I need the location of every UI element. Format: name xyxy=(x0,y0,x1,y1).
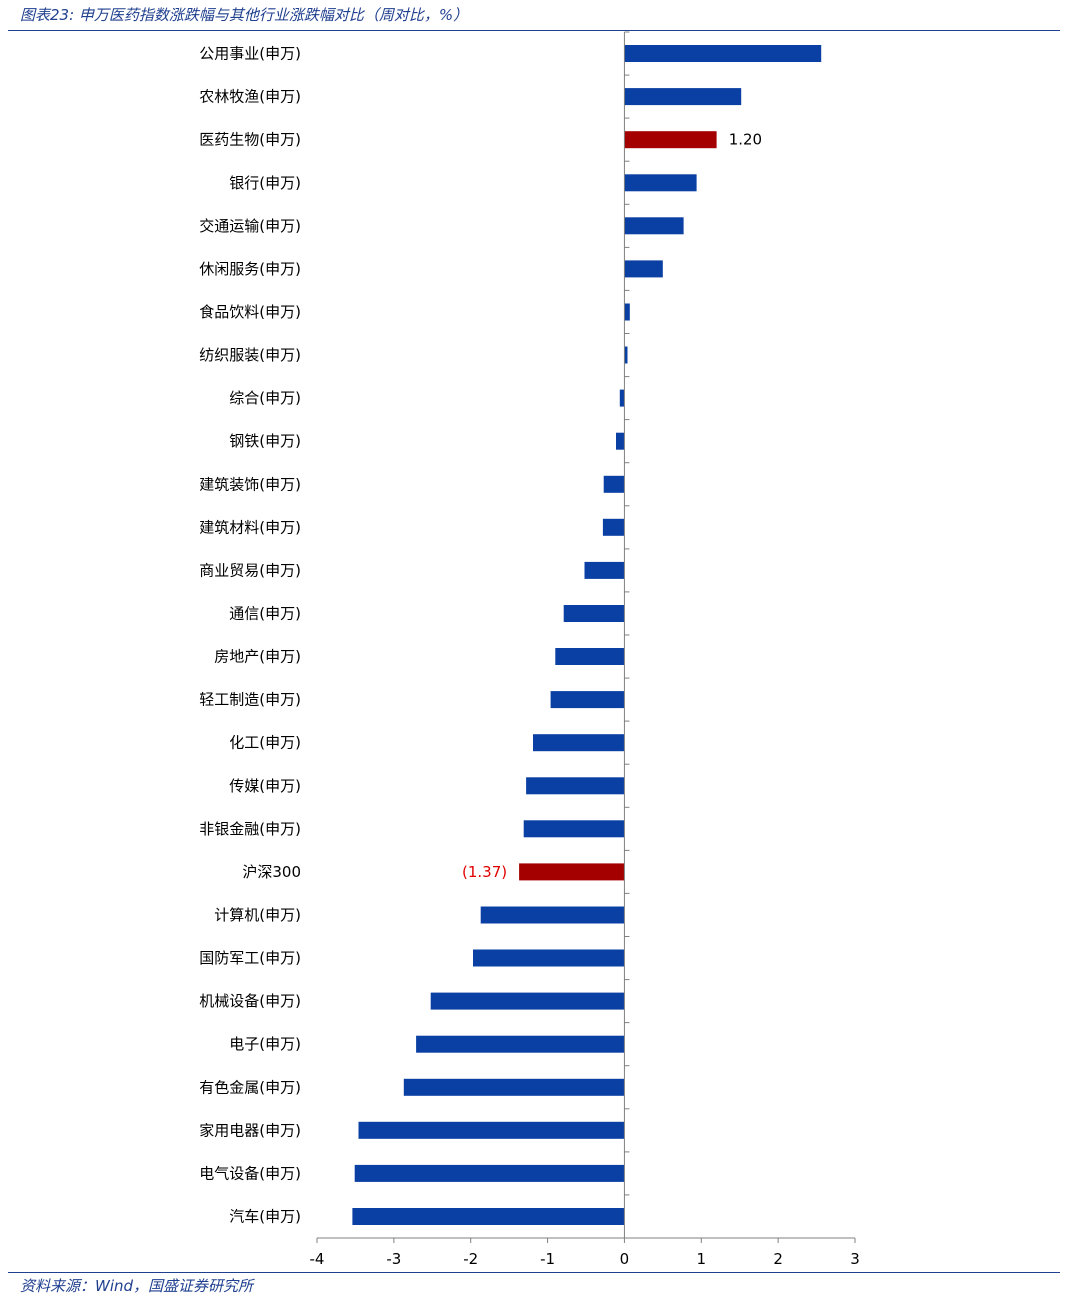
category-label: 沪深300 xyxy=(242,863,301,881)
bar xyxy=(403,1078,625,1096)
category-label: 农林牧渔(申万) xyxy=(199,88,301,106)
category-label: 通信(申万) xyxy=(229,605,301,623)
x-tick-label: 2 xyxy=(773,1250,783,1268)
bar xyxy=(624,88,742,106)
bar xyxy=(616,432,625,450)
bar xyxy=(584,561,625,579)
x-tick-label: -3 xyxy=(386,1250,401,1268)
category-label: 钢铁(申万) xyxy=(229,432,301,450)
bar xyxy=(526,777,625,795)
source-note: 资料来源：Wind，国盛证券研究所 xyxy=(20,1277,254,1295)
bar xyxy=(624,260,663,278)
bar xyxy=(555,648,625,665)
category-label: 非银金融(申万) xyxy=(199,820,301,838)
category-label: 综合(申万) xyxy=(229,389,301,407)
category-label: 纺织服装(申万) xyxy=(199,346,301,364)
category-label: 医药生物(申万) xyxy=(199,131,301,149)
bar xyxy=(602,518,625,536)
chart-title: 图表23: 申万医药指数涨跌幅与其他行业涨跌幅对比（周对比，%） xyxy=(20,6,469,24)
x-tick-label: -1 xyxy=(540,1250,555,1268)
bar xyxy=(624,217,684,235)
bar xyxy=(523,820,625,838)
bar xyxy=(624,174,697,192)
bar xyxy=(624,303,630,321)
bar xyxy=(480,906,625,924)
bar xyxy=(352,1208,625,1225)
x-tick-label: 1 xyxy=(697,1250,707,1268)
x-tick-label: 3 xyxy=(850,1250,860,1268)
x-tick-label: -4 xyxy=(310,1250,325,1268)
category-label: 机械设备(申万) xyxy=(199,992,301,1010)
category-label: 有色金属(申万) xyxy=(199,1078,301,1096)
category-label: 商业贸易(申万) xyxy=(199,561,301,579)
bar xyxy=(550,691,625,709)
bar xyxy=(473,949,625,967)
category-label: 电子(申万) xyxy=(229,1035,301,1053)
category-label: 电气设备(申万) xyxy=(199,1164,301,1182)
category-label: 国防军工(申万) xyxy=(199,949,301,967)
category-label: 公用事业(申万) xyxy=(199,45,301,63)
footer-divider xyxy=(8,1272,1060,1273)
category-label: 房地产(申万) xyxy=(214,648,301,666)
bar xyxy=(354,1164,625,1182)
bar xyxy=(533,734,625,752)
category-label: 轻工制造(申万) xyxy=(199,691,301,709)
category-label: 家用电器(申万) xyxy=(199,1121,301,1139)
category-label: 交通运输(申万) xyxy=(199,217,301,235)
bar xyxy=(416,1035,625,1053)
bar xyxy=(603,475,625,493)
data-label: (1.37) xyxy=(462,863,507,881)
category-label: 休闲服务(申万) xyxy=(199,260,301,278)
category-label: 汽车(申万) xyxy=(229,1208,301,1226)
bar xyxy=(624,346,628,364)
data-label: 1.20 xyxy=(729,131,762,149)
bar xyxy=(624,131,717,149)
category-label: 建筑材料(申万) xyxy=(199,518,301,536)
category-label: 计算机(申万) xyxy=(214,906,301,924)
x-tick-label: 0 xyxy=(620,1250,630,1268)
bar xyxy=(563,605,625,622)
header-divider xyxy=(8,30,1060,31)
x-tick-label: -2 xyxy=(463,1250,478,1268)
bar xyxy=(519,863,625,881)
category-label: 食品饮料(申万) xyxy=(199,303,301,321)
category-label: 建筑装饰(申万) xyxy=(199,475,301,493)
bar xyxy=(624,45,822,62)
category-label: 银行(申万) xyxy=(229,174,301,192)
bar xyxy=(358,1121,625,1139)
category-label: 传媒(申万) xyxy=(229,777,301,795)
bar xyxy=(430,992,625,1010)
bar xyxy=(619,389,625,407)
category-label: 化工(申万) xyxy=(229,734,301,752)
